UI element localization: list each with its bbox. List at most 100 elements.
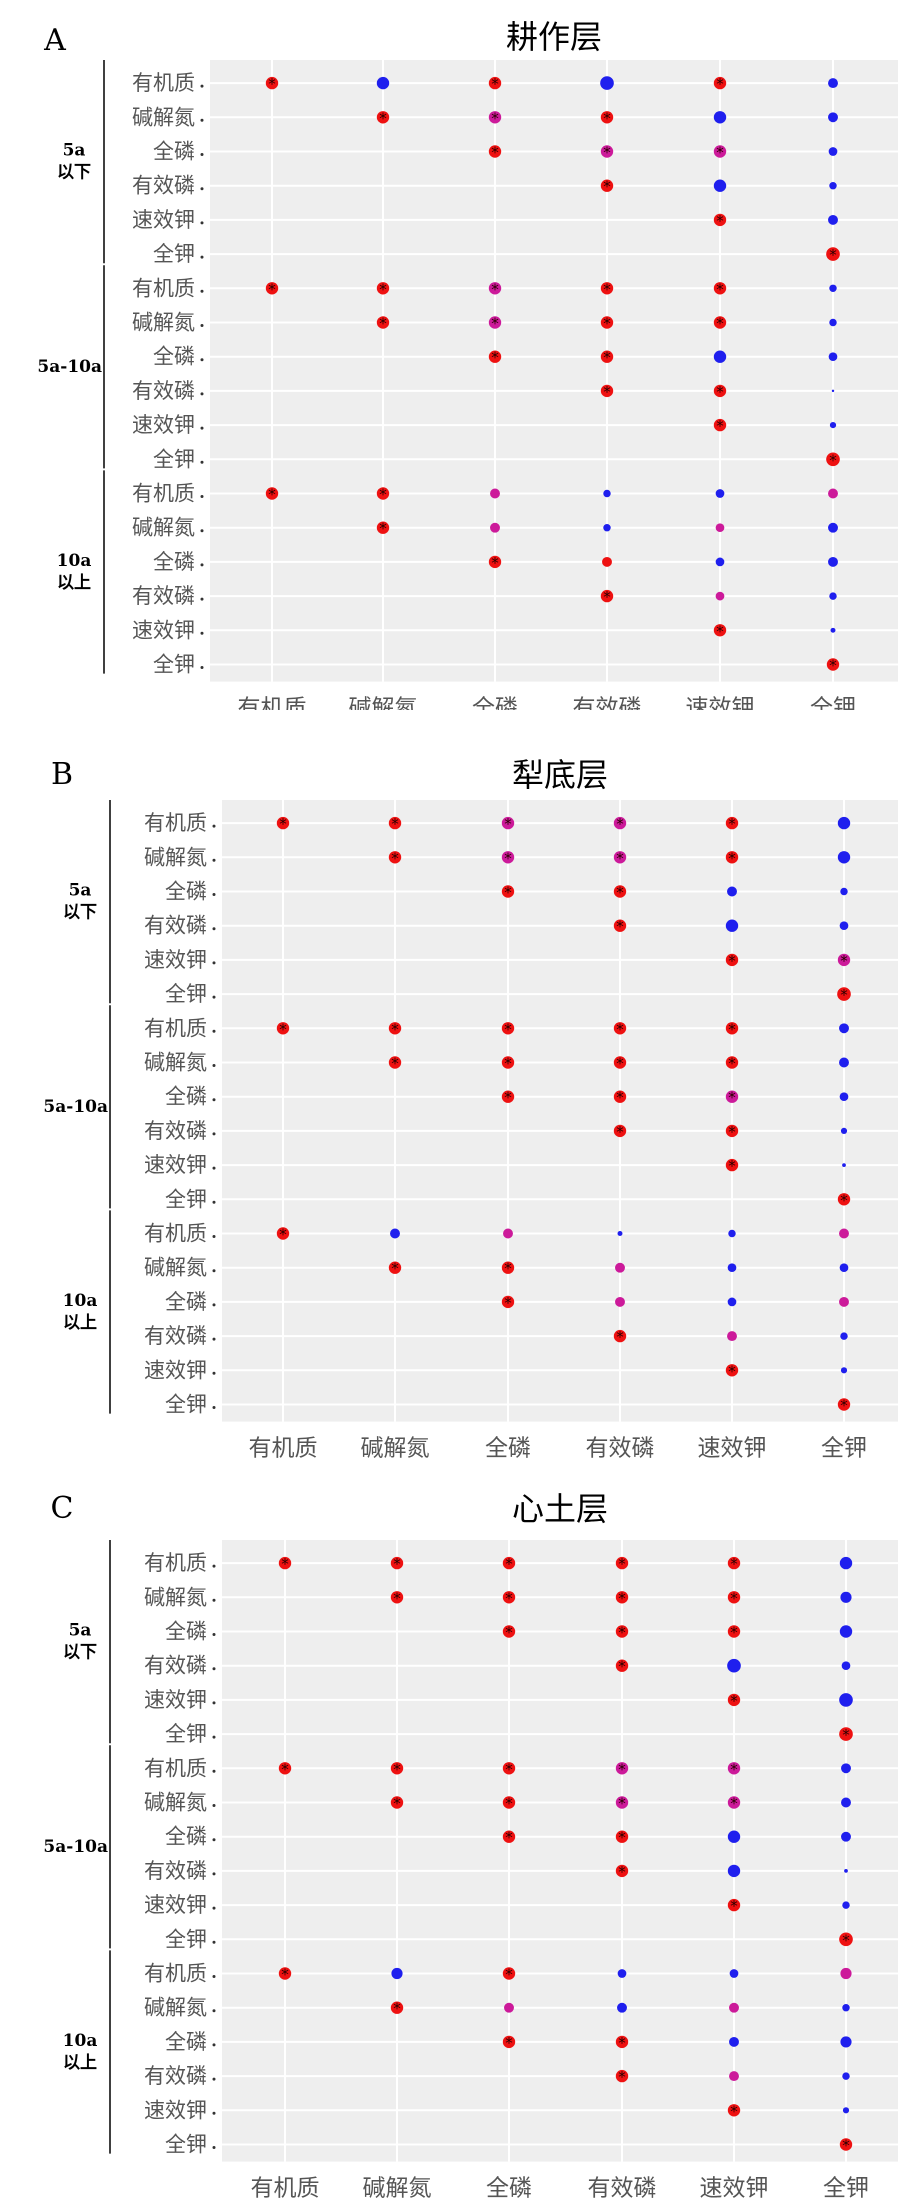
data-point: *: [615, 1829, 629, 1847]
data-point: [839, 1296, 849, 1307]
svg-text:*: *: [616, 1123, 624, 1141]
row-tick: [212, 1166, 216, 1170]
row-tick: [212, 1064, 216, 1067]
data-point: *: [725, 1055, 739, 1073]
data-point: [842, 1163, 846, 1167]
data-point: [729, 1969, 739, 1978]
svg-text:*: *: [603, 144, 611, 162]
svg-text:*: *: [393, 1760, 401, 1778]
data-point: [617, 1969, 627, 1978]
svg-text:*: *: [504, 1089, 512, 1107]
data-point: *: [615, 1863, 629, 1881]
svg-text:*: *: [616, 849, 624, 867]
group-label-2: 以下: [63, 903, 97, 923]
data-point: [840, 1591, 852, 1603]
data-point: [839, 1693, 853, 1707]
data-point: [830, 627, 836, 633]
data-point: *: [376, 486, 390, 504]
svg-text:*: *: [505, 1829, 513, 1847]
data-point: *: [613, 1123, 627, 1141]
data-point: *: [388, 1055, 402, 1073]
data-point: *: [615, 2034, 629, 2052]
row-label: 全钾: [165, 1722, 207, 1746]
data-point: [840, 1367, 848, 1374]
data-point: *: [276, 1020, 290, 1038]
row-tick: [200, 187, 204, 191]
data-point: *: [613, 1055, 627, 1073]
row-tick: [200, 597, 204, 601]
data-point: *: [713, 75, 727, 93]
data-point: [727, 1297, 737, 1307]
col-label: 全钾: [823, 2176, 869, 2202]
data-point: [842, 2072, 850, 2080]
svg-text:*: *: [603, 109, 611, 127]
row-tick: [200, 118, 204, 122]
data-point: [617, 1231, 623, 1236]
data-point: *: [376, 280, 390, 298]
group-label: 10a: [63, 1291, 98, 1311]
svg-text:*: *: [504, 815, 512, 833]
data-point: *: [727, 1624, 741, 1642]
svg-text:*: *: [504, 1260, 512, 1278]
data-point: [828, 147, 838, 156]
row-tick: [212, 2146, 216, 2149]
svg-text:*: *: [491, 315, 499, 333]
svg-text:*: *: [391, 815, 399, 833]
data-point: *: [713, 280, 727, 298]
data-point: [842, 2003, 850, 2012]
svg-text:*: *: [618, 2068, 626, 2086]
data-point: [840, 1127, 848, 1134]
row-label: 碱解氮: [144, 1585, 207, 1609]
data-point: *: [725, 1020, 739, 1038]
row-tick: [212, 1769, 216, 1773]
data-point: *: [615, 1589, 629, 1607]
data-point: [840, 1967, 852, 1980]
data-point: [503, 1228, 513, 1239]
data-point: [727, 1658, 741, 1673]
data-point: *: [727, 2102, 741, 2120]
data-point: *: [501, 1020, 515, 1038]
svg-text:*: *: [716, 383, 724, 401]
row-label: 有机质: [144, 1962, 207, 1986]
row-label: 全钾: [153, 653, 195, 677]
svg-text:*: *: [505, 1589, 513, 1607]
data-point: *: [502, 1829, 516, 1847]
row-label: 速效钾: [144, 1153, 207, 1177]
row-tick: [212, 1701, 216, 1705]
svg-text:*: *: [505, 2034, 513, 2052]
col-label: 有机质: [249, 1436, 318, 1460]
data-point: *: [837, 952, 851, 970]
data-point: *: [265, 280, 279, 298]
svg-text:*: *: [504, 884, 512, 902]
data-point: [839, 1263, 849, 1273]
group-label: 5a-10a: [37, 357, 102, 377]
row-label: 速效钾: [132, 208, 195, 232]
row-label: 有效磷: [144, 2064, 207, 2088]
row-label: 碱解氮: [132, 105, 195, 129]
group-label: 5a-10a: [43, 1097, 108, 1117]
col-label: 全磷: [486, 2176, 532, 2202]
row-tick: [212, 1371, 216, 1375]
svg-text:*: *: [730, 1760, 738, 1778]
row-label: 有效磷: [132, 584, 195, 608]
row-tick: [212, 1235, 216, 1238]
chart-c: C 心土层有机质碱解氮全磷有效磷速效钾全钾5a以下有机质碱解氮全磷有效磷速效钾全钾…: [43, 1490, 898, 2202]
row-tick: [212, 1132, 216, 1136]
data-point: *: [725, 849, 739, 867]
data-point: [490, 522, 500, 533]
data-point: [617, 2002, 627, 2013]
svg-text:*: *: [728, 849, 736, 867]
data-point: [828, 214, 838, 225]
row-tick: [212, 1975, 216, 1978]
data-point: [729, 2002, 739, 2013]
svg-text:*: *: [504, 849, 512, 867]
svg-text:*: *: [603, 178, 611, 196]
row-label: 碱解氮: [144, 1051, 207, 1075]
data-point: *: [278, 1966, 292, 1984]
data-point: [829, 422, 837, 429]
data-point: [828, 556, 838, 567]
panel-c: C 心土层 有机质 碱解氮 全磷 有效磷 速效钾 全钾 5a 以下 有机质 碱解氮 全磷 有效磷 速效钾 全钾…: [0, 1476, 920, 2206]
data-point: *: [613, 1089, 627, 1107]
row-label: 碱解氮: [144, 845, 207, 869]
svg-text:*: *: [505, 1966, 513, 1984]
